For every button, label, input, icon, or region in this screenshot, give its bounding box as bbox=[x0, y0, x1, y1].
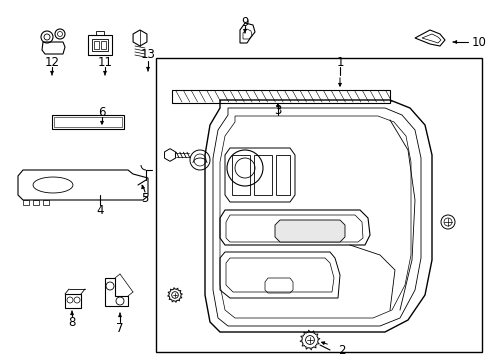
Bar bbox=[92, 39, 108, 51]
Bar bbox=[52, 115, 124, 129]
Bar bbox=[54, 117, 122, 127]
Text: 6: 6 bbox=[98, 105, 105, 118]
Bar bbox=[33, 200, 39, 205]
Bar bbox=[23, 200, 29, 205]
Text: 10: 10 bbox=[471, 36, 486, 49]
Text: 9: 9 bbox=[241, 15, 248, 28]
Text: 5: 5 bbox=[141, 192, 148, 204]
Text: 3: 3 bbox=[274, 104, 281, 117]
Text: 12: 12 bbox=[44, 55, 60, 68]
Bar bbox=[96, 31, 104, 35]
Text: 4: 4 bbox=[96, 203, 103, 216]
Bar bbox=[172, 90, 389, 103]
Bar bbox=[231, 155, 249, 195]
Text: 13: 13 bbox=[140, 49, 155, 62]
Text: 8: 8 bbox=[68, 315, 76, 328]
Bar bbox=[253, 155, 271, 195]
Bar bbox=[156, 58, 481, 352]
Bar bbox=[94, 41, 99, 49]
Text: 2: 2 bbox=[337, 343, 345, 356]
Bar bbox=[275, 155, 289, 195]
Polygon shape bbox=[274, 220, 345, 242]
Text: 1: 1 bbox=[336, 55, 343, 68]
Bar bbox=[65, 294, 81, 308]
Text: 11: 11 bbox=[97, 55, 112, 68]
Bar bbox=[101, 41, 106, 49]
Text: 7: 7 bbox=[116, 321, 123, 334]
Bar bbox=[88, 35, 112, 55]
Bar bbox=[43, 200, 49, 205]
